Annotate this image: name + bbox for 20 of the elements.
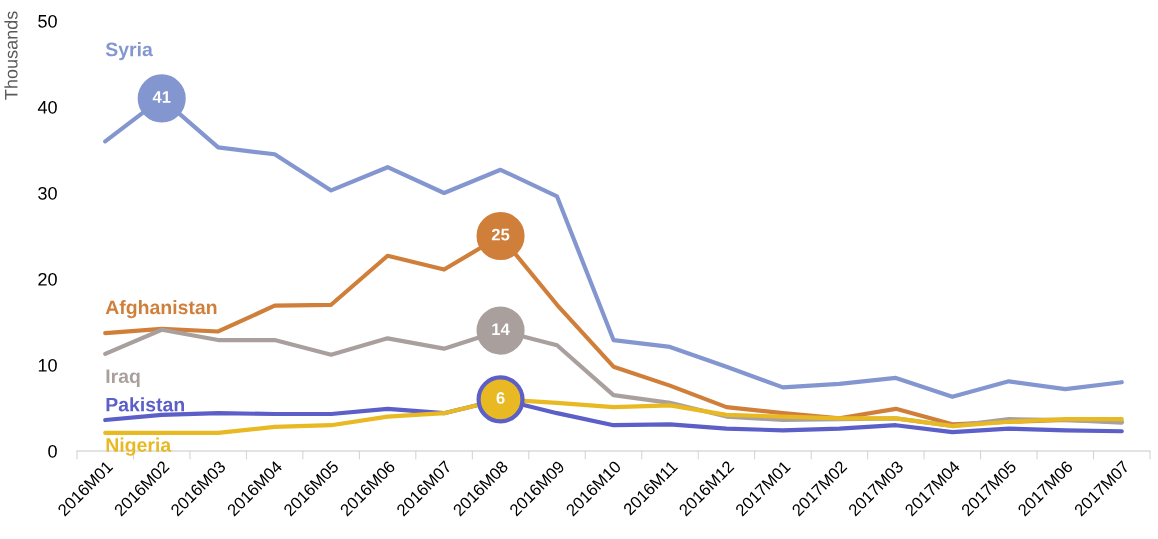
series-label: Iraq: [106, 369, 140, 387]
point: [476, 306, 525, 355]
y-tick-label: 20: [38, 272, 57, 286]
point: [137, 74, 186, 123]
series-label: Afghanistan: [105, 299, 217, 319]
annotation: 25: [491, 228, 510, 241]
y-tick-label: 30: [38, 186, 57, 200]
y-tick-label: 50: [38, 14, 57, 28]
series-label: Nigeria: [106, 437, 172, 456]
annotation: 14: [492, 323, 510, 335]
y-axis-title: Thousands: [4, 11, 18, 100]
y-tick-label: 0: [48, 444, 57, 458]
annotation: 6: [496, 392, 505, 404]
point: [476, 211, 525, 261]
annotation: 41: [152, 91, 171, 103]
y-tick-label: 10: [38, 358, 57, 372]
series-label: Pakistan: [106, 397, 185, 412]
point: [476, 375, 525, 424]
y-tick-label: 40: [37, 100, 57, 114]
series-label: Syria: [105, 42, 153, 61]
